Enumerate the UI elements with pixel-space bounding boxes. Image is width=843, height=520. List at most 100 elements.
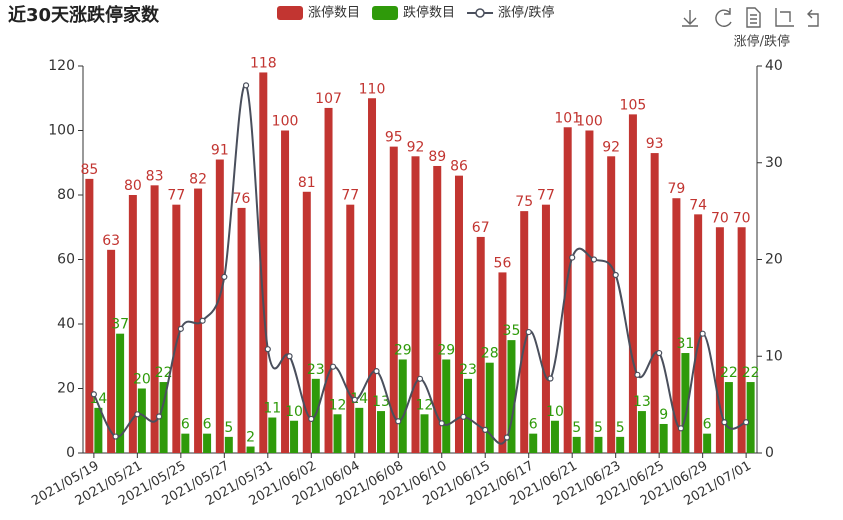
line-point: [590, 256, 598, 263]
bar: [650, 153, 659, 453]
data-view-icon[interactable]: [746, 7, 761, 28]
line-point: [329, 363, 337, 370]
bar-value-label: 13: [633, 394, 651, 410]
line-point: [460, 413, 467, 420]
bar: [116, 333, 125, 453]
line-point: [134, 411, 141, 418]
bar: [616, 436, 625, 453]
bar: [355, 407, 364, 453]
bar: [94, 407, 103, 453]
line-point: [547, 375, 554, 382]
download-icon[interactable]: [682, 10, 698, 27]
bar-value-label: 67: [472, 220, 490, 236]
bar: [572, 436, 581, 453]
bar-value-label: 29: [437, 342, 455, 358]
bar-value-label: 82: [189, 172, 207, 188]
bar: [150, 185, 159, 453]
bar-value-label: 110: [359, 81, 386, 97]
bar: [715, 227, 724, 453]
line-point: [699, 330, 706, 337]
bar: [694, 214, 703, 453]
bar-value-label: 6: [703, 417, 712, 433]
bar: [463, 378, 472, 453]
bar-value-label: 23: [459, 362, 477, 378]
bar-value-label: 20: [133, 372, 151, 388]
bar: [724, 382, 733, 453]
bar: [268, 417, 277, 453]
line-point: [221, 273, 228, 281]
bar: [498, 272, 507, 453]
bar: [541, 204, 550, 453]
line-point: [482, 426, 489, 433]
bar-value-label: 10: [285, 404, 303, 420]
bar-value-label: 5: [594, 420, 603, 436]
line-point: [438, 420, 445, 427]
bar: [737, 227, 746, 453]
bar-value-label: 81: [298, 175, 316, 191]
bar: [550, 420, 559, 453]
line-point: [677, 425, 685, 432]
bar-value-label: 107: [315, 91, 342, 107]
bar-value-label: 13: [372, 394, 390, 410]
y-tick-label: 40: [57, 316, 75, 332]
bar: [137, 388, 146, 453]
bar-value-label: 92: [602, 139, 620, 155]
bar: [672, 198, 681, 453]
bar-value-label: 22: [155, 365, 173, 381]
legend-label: 涨停/跌停: [498, 5, 554, 21]
y2-tick-label: 10: [765, 348, 783, 364]
bar-value-label: 77: [167, 188, 185, 204]
bar-value-label: 31: [676, 336, 694, 352]
legend-swatch: [475, 8, 485, 18]
y-tick-label: 120: [48, 58, 75, 74]
bar: [703, 433, 712, 453]
line-point: [525, 328, 532, 336]
bar-value-label: 100: [576, 114, 603, 130]
bar-value-label: 80: [124, 178, 142, 194]
chart-title: 近30天涨跌停家数: [8, 4, 160, 26]
bar: [377, 411, 386, 453]
bar: [333, 414, 342, 453]
bar: [203, 433, 212, 453]
line-point: [199, 317, 206, 324]
bar-value-label: 22: [742, 365, 760, 381]
line-point: [373, 368, 380, 375]
y2-tick-label: 0: [765, 445, 774, 461]
bar: [159, 382, 168, 453]
bar: [368, 98, 377, 453]
bar-value-label: 23: [307, 362, 325, 378]
zoom-icon[interactable]: [775, 8, 794, 27]
y2-axis-title: 涨停/跌停: [734, 34, 790, 50]
bar-value-label: 100: [272, 114, 299, 130]
bar: [520, 211, 529, 453]
bar: [324, 107, 333, 454]
y-tick-label: 80: [57, 187, 75, 203]
bar-value-label: 6: [203, 417, 212, 433]
bar-value-label: 93: [646, 136, 664, 152]
bar-value-label: 86: [450, 159, 468, 175]
bar: [302, 191, 311, 453]
bar: [529, 433, 538, 453]
bar-value-label: 2: [246, 430, 255, 446]
y-tick-label: 100: [48, 123, 75, 139]
bar-value-label: 10: [546, 404, 564, 420]
bar-value-label: 118: [250, 55, 277, 71]
bar-value-label: 85: [80, 162, 98, 178]
restore-icon[interactable]: [807, 9, 819, 27]
bar: [681, 353, 690, 453]
toolbox[interactable]: [682, 7, 819, 28]
bar: [442, 359, 451, 453]
bar: [181, 433, 190, 453]
line-point: [721, 419, 728, 426]
bar: [128, 195, 137, 453]
bar-value-label: 56: [494, 255, 512, 271]
refresh-icon[interactable]: [715, 8, 732, 27]
bar-value-label: 91: [211, 143, 229, 159]
line-point: [177, 325, 184, 332]
bar: [194, 188, 203, 454]
line-point: [743, 419, 750, 426]
bar-value-label: 12: [329, 397, 347, 413]
line-point: [503, 434, 511, 441]
bar-value-label: 6: [529, 417, 538, 433]
